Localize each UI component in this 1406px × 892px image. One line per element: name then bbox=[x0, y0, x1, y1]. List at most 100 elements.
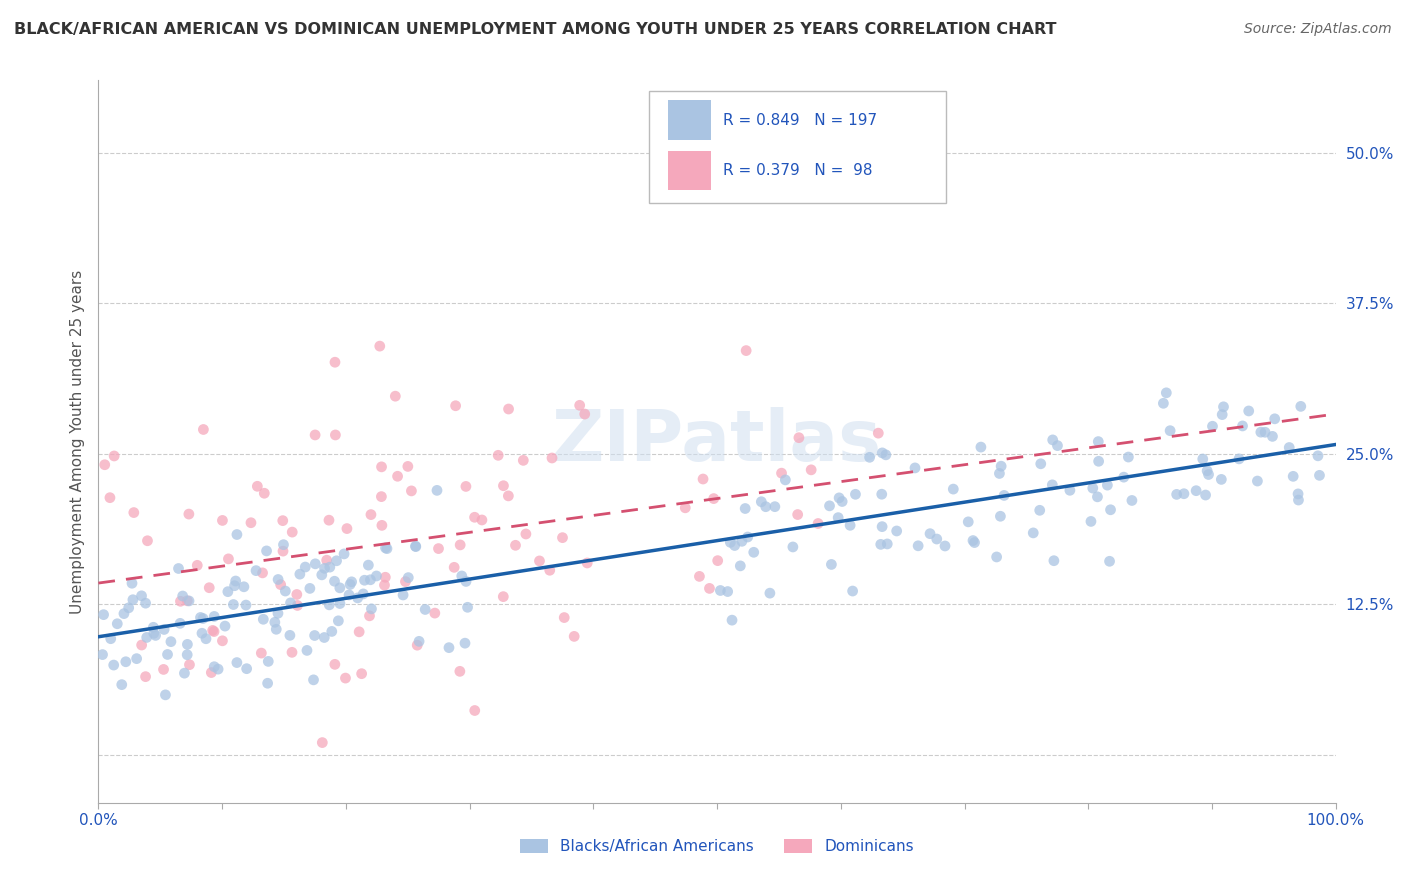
Point bbox=[426, 483, 449, 498]
Point bbox=[763, 500, 786, 514]
Point bbox=[1040, 478, 1063, 492]
Point bbox=[177, 594, 200, 608]
Point bbox=[717, 584, 740, 599]
Point bbox=[329, 597, 352, 611]
Point bbox=[285, 587, 308, 601]
Point bbox=[357, 558, 380, 573]
Point bbox=[1286, 487, 1309, 501]
Point bbox=[993, 488, 1015, 502]
Point bbox=[280, 596, 302, 610]
Point bbox=[1087, 490, 1109, 504]
Point bbox=[1099, 502, 1122, 516]
Point bbox=[256, 676, 278, 690]
Point bbox=[454, 636, 477, 650]
Point bbox=[93, 458, 115, 472]
Point bbox=[749, 494, 772, 508]
Point bbox=[553, 610, 575, 624]
Point bbox=[340, 574, 363, 589]
Point bbox=[387, 469, 409, 483]
FancyBboxPatch shape bbox=[650, 91, 946, 203]
Point bbox=[904, 461, 927, 475]
Point bbox=[449, 538, 471, 552]
Point bbox=[353, 573, 375, 587]
Point bbox=[918, 526, 941, 541]
Point bbox=[311, 567, 333, 582]
Point bbox=[121, 576, 143, 591]
Point bbox=[375, 541, 398, 556]
Point bbox=[311, 735, 333, 749]
Point bbox=[706, 554, 728, 568]
Point bbox=[271, 514, 294, 528]
Point bbox=[786, 508, 808, 522]
Point bbox=[131, 589, 153, 603]
Point bbox=[576, 556, 599, 570]
Point bbox=[1121, 493, 1143, 508]
Point bbox=[718, 535, 741, 549]
Point bbox=[172, 589, 194, 603]
Point bbox=[759, 586, 782, 600]
Point bbox=[1282, 469, 1305, 483]
Point bbox=[145, 628, 167, 642]
Point bbox=[250, 646, 273, 660]
Point bbox=[498, 402, 520, 417]
Point bbox=[839, 518, 862, 533]
Point bbox=[91, 648, 114, 662]
Point bbox=[135, 596, 157, 610]
Point bbox=[252, 566, 274, 580]
Point bbox=[267, 607, 290, 621]
Point bbox=[271, 544, 294, 558]
Point bbox=[153, 623, 176, 637]
Point bbox=[787, 431, 810, 445]
Point bbox=[492, 590, 515, 604]
Legend: Blacks/African Americans, Dominicans: Blacks/African Americans, Dominicans bbox=[515, 832, 920, 860]
Point bbox=[323, 657, 346, 672]
Point bbox=[1043, 554, 1066, 568]
Point bbox=[970, 440, 993, 454]
Point bbox=[770, 466, 793, 480]
Point bbox=[373, 578, 395, 592]
Point bbox=[359, 573, 381, 587]
Point bbox=[360, 508, 382, 522]
Point bbox=[98, 491, 121, 505]
Point bbox=[122, 506, 145, 520]
Point bbox=[1081, 481, 1104, 495]
Point bbox=[449, 665, 471, 679]
Point bbox=[828, 491, 851, 505]
Point bbox=[505, 538, 527, 552]
Point bbox=[319, 560, 342, 574]
Point bbox=[253, 486, 276, 500]
Point bbox=[193, 422, 215, 436]
Point bbox=[384, 389, 406, 403]
Point bbox=[568, 398, 591, 412]
Bar bbox=[668, 151, 711, 191]
Point bbox=[782, 540, 804, 554]
Point bbox=[1118, 450, 1140, 464]
Point bbox=[264, 622, 287, 636]
Point bbox=[93, 607, 115, 622]
Point bbox=[406, 638, 429, 652]
Point bbox=[990, 459, 1012, 474]
Point bbox=[323, 574, 346, 589]
Point bbox=[314, 631, 336, 645]
Point bbox=[318, 513, 340, 527]
Point bbox=[177, 507, 200, 521]
Point bbox=[820, 558, 842, 572]
Point bbox=[245, 564, 267, 578]
Point bbox=[1098, 554, 1121, 568]
Point bbox=[703, 491, 725, 506]
Point bbox=[1254, 425, 1277, 440]
Point bbox=[323, 355, 346, 369]
Point bbox=[1022, 525, 1045, 540]
Point bbox=[1156, 385, 1178, 400]
Point bbox=[321, 624, 343, 639]
Point bbox=[1029, 457, 1052, 471]
Point bbox=[232, 580, 254, 594]
Point bbox=[125, 651, 148, 665]
Point bbox=[986, 549, 1008, 564]
Point bbox=[198, 581, 221, 595]
Point bbox=[709, 583, 731, 598]
Point bbox=[574, 407, 596, 421]
Point bbox=[374, 541, 396, 555]
Point bbox=[217, 552, 239, 566]
Point bbox=[239, 516, 262, 530]
